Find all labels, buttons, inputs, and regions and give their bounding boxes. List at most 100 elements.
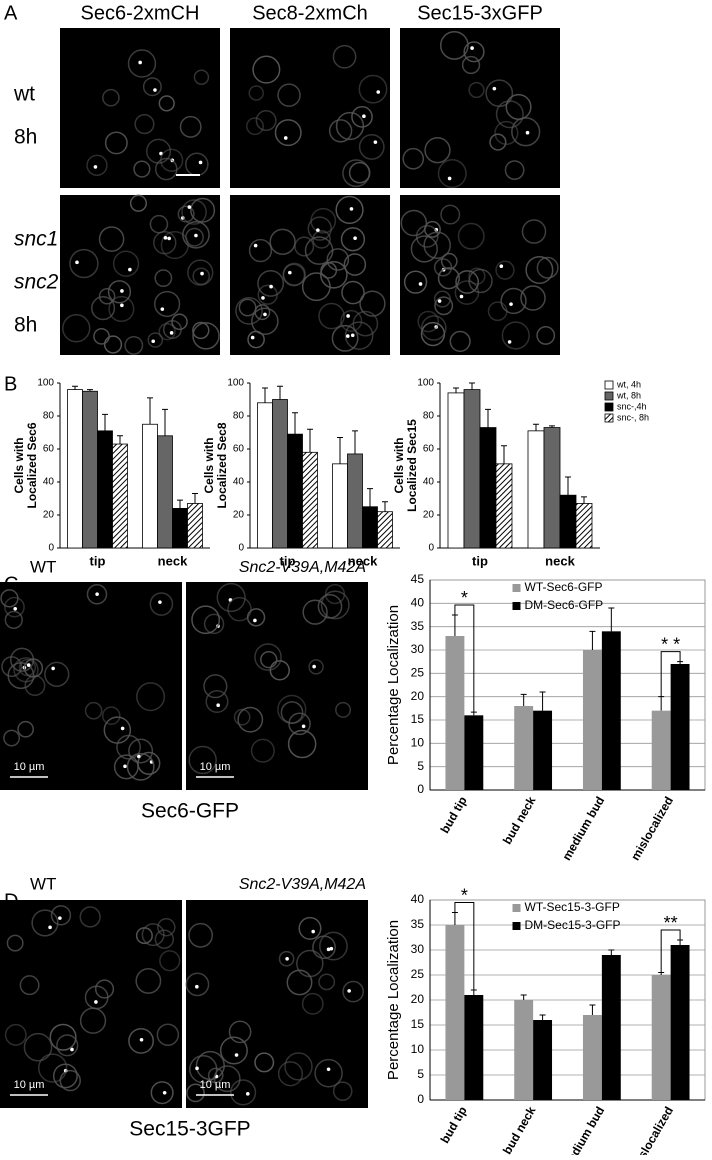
- legend-swatch: [512, 602, 521, 610]
- spot: [346, 314, 350, 318]
- cell: [246, 117, 264, 136]
- cell: [257, 269, 285, 297]
- cell: [141, 923, 165, 947]
- cell: [4, 1023, 27, 1046]
- spot: [200, 271, 204, 276]
- bar: [463, 389, 481, 549]
- error-bar: [470, 989, 477, 995]
- image-label: Snc2-V39A,M42A: [239, 876, 366, 893]
- error-bar: [162, 408, 168, 436]
- y-tick-label: 100: [37, 378, 54, 389]
- cell: [104, 131, 128, 155]
- cell: [449, 330, 471, 352]
- cell: [124, 335, 144, 355]
- cell: [219, 1036, 248, 1065]
- cell: [37, 1053, 68, 1083]
- bar: [302, 451, 318, 549]
- spot: [26, 663, 31, 667]
- cell: [103, 716, 132, 744]
- bar: [97, 430, 113, 549]
- cell: [341, 280, 365, 305]
- cell: [9, 647, 35, 672]
- spot: [373, 140, 378, 144]
- cell: [0, 589, 19, 608]
- cell: [277, 83, 301, 107]
- error-bar: [451, 614, 458, 636]
- cell: [213, 1065, 241, 1093]
- cell: [150, 1081, 174, 1105]
- error-bar: [608, 607, 615, 632]
- y-tick-label: 10: [411, 1042, 425, 1056]
- significance-bracket: [660, 929, 681, 973]
- bar: [464, 995, 484, 1100]
- cell: [112, 250, 140, 277]
- cell: [440, 204, 461, 225]
- legend-swatch: [512, 584, 521, 592]
- spot: [301, 724, 306, 729]
- bar: [187, 503, 203, 549]
- error-bar: [677, 939, 684, 945]
- cell: [19, 975, 40, 996]
- cell: [320, 590, 350, 620]
- micrograph: [0, 900, 182, 1108]
- spot: [151, 339, 156, 344]
- error-bar: [367, 488, 373, 507]
- spot: [525, 130, 530, 135]
- cell: [192, 267, 211, 286]
- cell: [495, 100, 524, 129]
- cell: [254, 643, 282, 671]
- cell: [302, 599, 328, 625]
- cell: [495, 260, 515, 280]
- y-tick-label: 25: [411, 666, 425, 680]
- cell: [335, 195, 364, 225]
- legend-label: snc-, 8h: [617, 412, 649, 422]
- cell: [128, 1027, 155, 1054]
- image-label: Snc2-V39A,M42A: [239, 559, 366, 576]
- x-tick-label: neck: [158, 553, 188, 568]
- cell: [154, 157, 178, 181]
- error-bar: [262, 387, 268, 403]
- legend-label: wt, 4h: [616, 379, 641, 389]
- y-tick-label: 80: [43, 411, 55, 422]
- scale-label: 10 µm: [200, 761, 231, 773]
- error-bar: [102, 413, 108, 431]
- bar: [142, 423, 158, 549]
- y-tick-label: 60: [233, 444, 245, 455]
- cell: [402, 147, 425, 170]
- cell: [188, 745, 217, 775]
- significance-bracket: [660, 651, 681, 697]
- cell: [23, 1032, 53, 1062]
- panel-label: A: [4, 2, 18, 24]
- cell: [154, 269, 173, 288]
- cell: [56, 1034, 79, 1057]
- error-bar: [549, 425, 555, 428]
- micrograph: [186, 582, 368, 790]
- cell: [227, 596, 252, 622]
- y-tick-label: 80: [423, 411, 435, 422]
- cell: [179, 115, 202, 138]
- panel-label: B: [4, 373, 17, 395]
- bar: [479, 427, 497, 549]
- cell: [521, 219, 547, 244]
- y-axis-label: Cells with: [202, 437, 216, 493]
- caption: Sec15-3GFP: [129, 1118, 250, 1141]
- cell: [188, 922, 214, 948]
- significance-mark: *: [461, 588, 468, 608]
- micrograph: [400, 28, 560, 188]
- error-bar: [177, 499, 183, 509]
- spot: [75, 260, 79, 265]
- cell: [284, 1052, 313, 1081]
- cell: [340, 309, 363, 332]
- spot: [447, 176, 452, 181]
- cell: [461, 55, 481, 75]
- cell: [358, 134, 385, 160]
- cell: [269, 228, 296, 255]
- spot: [216, 703, 220, 707]
- cell: [287, 729, 317, 759]
- row-label: wt: [13, 83, 35, 106]
- y-tick-label: 20: [411, 689, 425, 703]
- bar: [543, 427, 561, 549]
- cell: [301, 992, 324, 1015]
- error-bar: [352, 430, 358, 454]
